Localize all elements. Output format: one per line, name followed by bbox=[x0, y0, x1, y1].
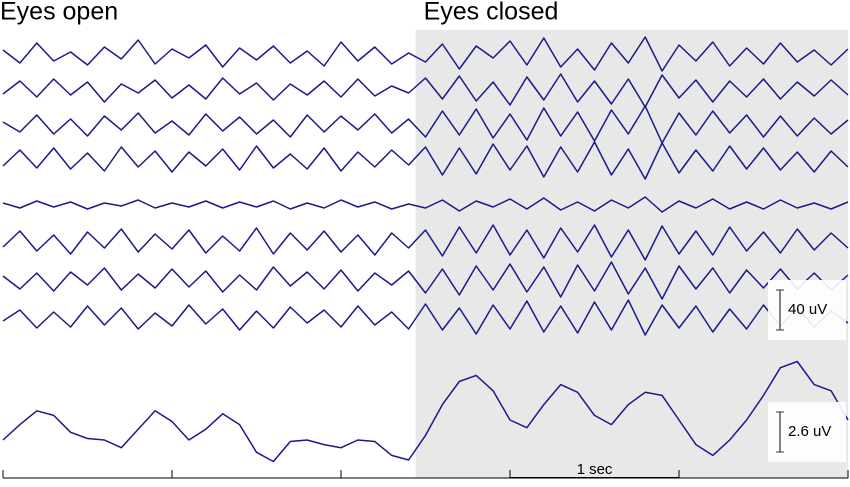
trace bbox=[2, 105, 849, 144]
trace bbox=[2, 299, 849, 336]
scale-label: 2.6 uV bbox=[788, 423, 831, 440]
annotation: Eyes closed bbox=[424, 0, 559, 26]
trace bbox=[2, 196, 849, 213]
time-label: 1 sec bbox=[577, 461, 613, 478]
trace bbox=[2, 36, 849, 72]
trace bbox=[2, 261, 849, 300]
trace bbox=[2, 224, 849, 261]
trace bbox=[2, 360, 849, 463]
time-bar bbox=[510, 477, 679, 478]
trace bbox=[2, 141, 849, 180]
annotation: Eyes open bbox=[0, 0, 118, 26]
scale-label: 40 uV bbox=[788, 301, 827, 318]
trace bbox=[2, 73, 849, 108]
